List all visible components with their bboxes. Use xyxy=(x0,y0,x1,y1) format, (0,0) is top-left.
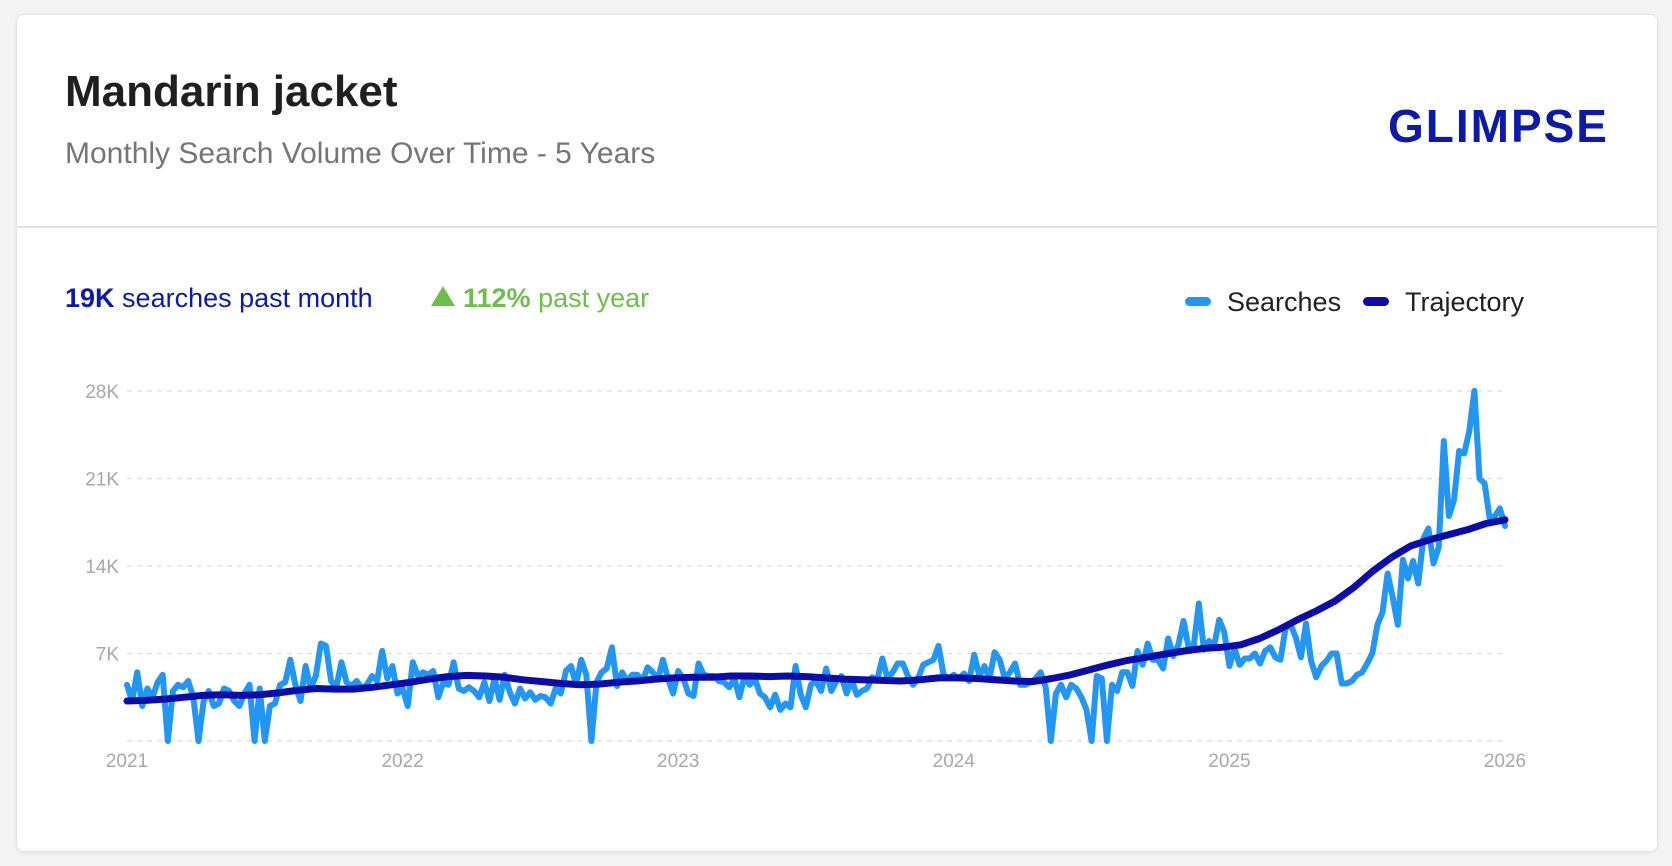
search-volume-chart: 28K 21K 14K 7K 2021 2022 2023 2024 2025 2026 xyxy=(85,382,1526,772)
legend-label-trajectory: Trajectory xyxy=(1405,287,1525,317)
x-tick-label: 2025 xyxy=(1208,751,1250,772)
stat-year-label: past year xyxy=(538,283,650,313)
page-subtitle: Monthly Search Volume Over Time - 5 Year… xyxy=(65,137,656,170)
legend-item-searches[interactable]: Searches xyxy=(1185,287,1341,318)
x-tick-label: 2026 xyxy=(1484,751,1526,772)
trend-card: Mandarin jacket Monthly Search Volume Ov… xyxy=(16,14,1658,852)
x-tick-label: 2021 xyxy=(106,751,148,772)
stat-searches-past-month: 19K searches past month xyxy=(65,283,373,314)
x-tick-label: 2023 xyxy=(657,751,699,772)
y-axis-ticks: 28K 21K 14K 7K xyxy=(85,382,119,666)
y-tick-label: 28K xyxy=(85,382,119,403)
stat-month-label: searches past month xyxy=(122,283,373,313)
legend-label-searches: Searches xyxy=(1227,287,1342,317)
legend-item-trajectory[interactable]: Trajectory xyxy=(1363,287,1524,318)
up-triangle-icon xyxy=(431,286,455,306)
searches-line xyxy=(124,388,1508,744)
stat-year-value: 112% xyxy=(463,283,531,313)
stat-month-value: 19K xyxy=(65,283,115,313)
y-tick-label: 7K xyxy=(96,645,120,666)
x-tick-label: 2024 xyxy=(933,751,976,772)
header-divider xyxy=(17,226,1657,228)
y-tick-label: 14K xyxy=(85,557,119,578)
trajectory-line xyxy=(123,516,1509,705)
legend-swatch-trajectory xyxy=(1363,297,1389,306)
legend-swatch-searches xyxy=(1185,297,1211,306)
x-axis-ticks: 2021 2022 2023 2024 2025 2026 xyxy=(106,751,1526,772)
x-tick-label: 2022 xyxy=(381,751,423,772)
page-title: Mandarin jacket xyxy=(65,67,398,116)
glimpse-logo[interactable]: GLIMPSE xyxy=(1387,100,1609,152)
y-tick-label: 21K xyxy=(85,470,119,491)
chart-series xyxy=(123,388,1509,744)
stat-growth-past-year: 112% past year xyxy=(431,283,649,314)
